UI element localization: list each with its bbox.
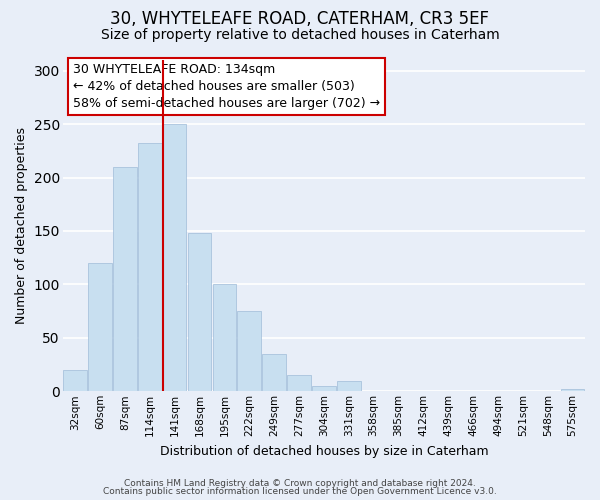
- Bar: [188, 233, 211, 392]
- Bar: [262, 354, 286, 392]
- Bar: [312, 386, 335, 392]
- Bar: [138, 144, 161, 392]
- Text: Size of property relative to detached houses in Caterham: Size of property relative to detached ho…: [101, 28, 499, 42]
- Bar: [163, 124, 187, 392]
- Text: 30 WHYTELEAFE ROAD: 134sqm
← 42% of detached houses are smaller (503)
58% of sem: 30 WHYTELEAFE ROAD: 134sqm ← 42% of deta…: [73, 64, 380, 110]
- Bar: [113, 167, 137, 392]
- Bar: [337, 380, 361, 392]
- Bar: [287, 375, 311, 392]
- Text: Contains HM Land Registry data © Crown copyright and database right 2024.: Contains HM Land Registry data © Crown c…: [124, 478, 476, 488]
- X-axis label: Distribution of detached houses by size in Caterham: Distribution of detached houses by size …: [160, 444, 488, 458]
- Y-axis label: Number of detached properties: Number of detached properties: [15, 127, 28, 324]
- Bar: [212, 284, 236, 392]
- Bar: [64, 370, 87, 392]
- Text: 30, WHYTELEAFE ROAD, CATERHAM, CR3 5EF: 30, WHYTELEAFE ROAD, CATERHAM, CR3 5EF: [110, 10, 490, 28]
- Text: Contains public sector information licensed under the Open Government Licence v3: Contains public sector information licen…: [103, 487, 497, 496]
- Bar: [561, 389, 584, 392]
- Bar: [88, 263, 112, 392]
- Bar: [238, 311, 261, 392]
